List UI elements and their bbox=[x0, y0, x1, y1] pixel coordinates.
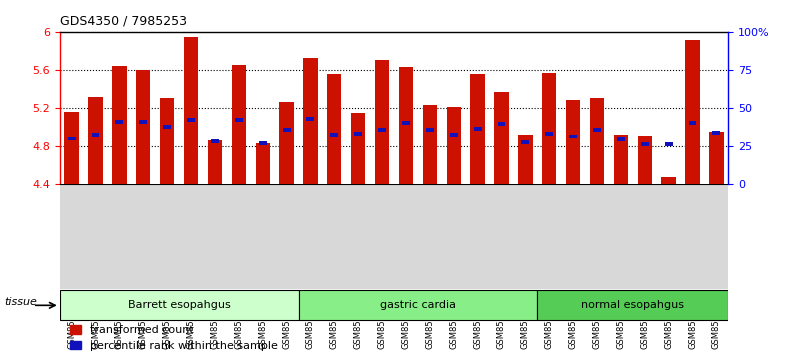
Bar bbox=[112, 66, 127, 184]
Bar bbox=[689, 121, 696, 125]
Bar bbox=[351, 113, 365, 184]
Bar bbox=[211, 139, 219, 143]
Bar bbox=[712, 131, 720, 135]
Bar bbox=[641, 142, 649, 146]
Bar bbox=[375, 61, 389, 184]
Bar bbox=[279, 102, 294, 184]
Bar bbox=[64, 112, 79, 184]
Bar bbox=[378, 128, 386, 132]
Bar bbox=[569, 135, 577, 138]
Bar bbox=[402, 121, 410, 125]
Text: tissue: tissue bbox=[4, 297, 37, 307]
Text: Barrett esopahgus: Barrett esopahgus bbox=[127, 299, 231, 310]
Bar bbox=[68, 137, 76, 140]
Bar bbox=[518, 135, 533, 184]
Bar bbox=[542, 73, 556, 184]
Legend: transformed count, percentile rank within the sample: transformed count, percentile rank withi… bbox=[65, 321, 282, 354]
Bar bbox=[184, 36, 198, 184]
Text: normal esopahgus: normal esopahgus bbox=[581, 299, 685, 310]
Bar bbox=[470, 74, 485, 184]
Bar bbox=[545, 132, 553, 136]
Bar bbox=[590, 98, 604, 184]
Bar bbox=[709, 132, 724, 184]
Bar bbox=[617, 137, 625, 141]
Bar bbox=[498, 122, 505, 126]
Bar bbox=[163, 125, 171, 129]
Bar bbox=[187, 119, 195, 122]
Bar bbox=[232, 65, 246, 184]
Bar bbox=[88, 97, 103, 184]
Bar bbox=[208, 140, 222, 184]
Bar bbox=[306, 118, 314, 121]
Bar bbox=[256, 143, 270, 184]
Bar bbox=[259, 141, 267, 145]
Bar bbox=[593, 128, 601, 132]
FancyBboxPatch shape bbox=[298, 290, 537, 320]
Bar bbox=[566, 101, 580, 184]
Bar bbox=[139, 120, 147, 124]
Bar bbox=[685, 40, 700, 184]
Bar bbox=[638, 136, 652, 184]
Bar bbox=[115, 120, 123, 124]
Bar bbox=[521, 140, 529, 144]
Bar bbox=[494, 92, 509, 184]
Bar bbox=[303, 58, 318, 184]
Bar bbox=[665, 142, 673, 146]
Bar bbox=[423, 105, 437, 184]
Bar bbox=[327, 74, 341, 184]
Bar bbox=[474, 127, 482, 131]
Bar bbox=[661, 177, 676, 184]
FancyBboxPatch shape bbox=[60, 290, 298, 320]
Bar bbox=[160, 98, 174, 184]
Bar bbox=[354, 132, 362, 136]
Bar bbox=[447, 107, 461, 184]
Bar bbox=[136, 70, 150, 184]
Bar bbox=[426, 128, 434, 132]
Bar bbox=[330, 133, 338, 137]
Bar bbox=[614, 135, 628, 184]
Text: GDS4350 / 7985253: GDS4350 / 7985253 bbox=[60, 14, 187, 27]
Bar bbox=[450, 133, 458, 137]
Bar bbox=[235, 119, 243, 122]
Text: gastric cardia: gastric cardia bbox=[380, 299, 456, 310]
Bar bbox=[399, 67, 413, 184]
Bar bbox=[92, 133, 100, 137]
FancyBboxPatch shape bbox=[537, 290, 728, 320]
Bar bbox=[283, 128, 291, 132]
